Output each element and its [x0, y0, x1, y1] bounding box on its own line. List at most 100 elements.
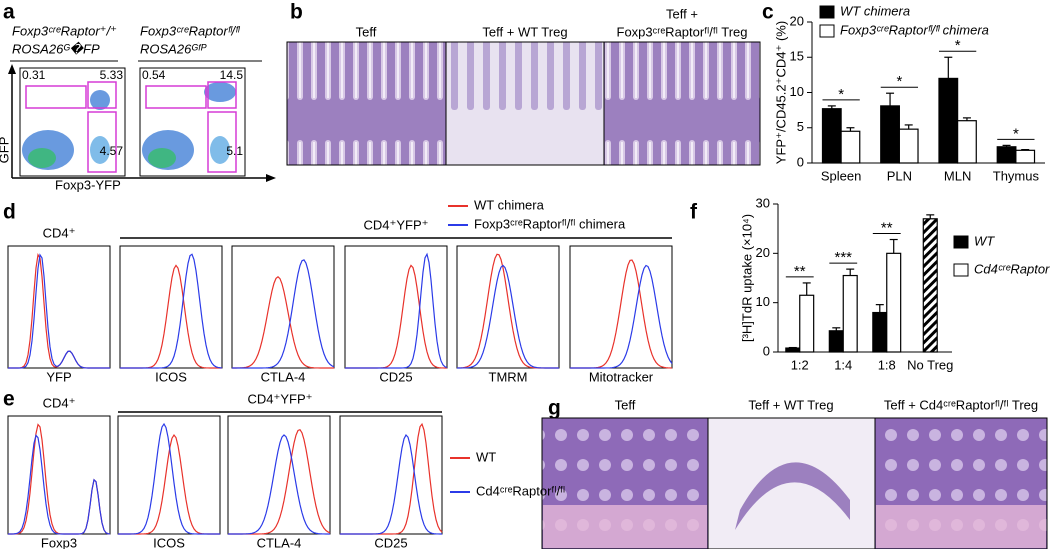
y-tick-label: 0 [797, 154, 804, 169]
bar [828, 330, 844, 353]
histogram-box [231, 245, 335, 369]
axis-label: GFP [0, 137, 11, 164]
x-tick-label: Spleen [821, 168, 861, 183]
y-tick-label: 0 [763, 343, 770, 358]
bar [922, 218, 938, 353]
bar [880, 105, 900, 164]
legend-label: Foxp3ᶜʳᵉRaptorᶠˡ/ᶠˡ chimera [474, 216, 626, 231]
legend-label: WT [476, 449, 496, 464]
legend-label: WT [974, 233, 995, 248]
density [204, 82, 236, 102]
y-tick-label: 20 [790, 13, 804, 28]
histogram-box [456, 245, 560, 369]
significance-label: * [838, 86, 844, 103]
image-label: Teff [615, 397, 636, 412]
histogram-box [119, 245, 223, 369]
histogram-box [569, 245, 673, 369]
gate [87, 111, 117, 173]
group-label: CD4⁺ [43, 225, 76, 240]
panel-letter: c [762, 1, 774, 24]
histogram-curve [345, 252, 448, 369]
histogram-curve [8, 253, 110, 369]
image-label: Teff + [666, 6, 698, 21]
histogram-curve [340, 434, 443, 535]
sample-label: Foxp3ᶜʳᵉRaptorᶠˡ/ᶠˡ [140, 23, 241, 38]
significance-label: *** [834, 249, 852, 266]
marker-label: ICOS [153, 535, 185, 549]
group-label: CD4⁺ [43, 395, 76, 410]
legend-swatch [819, 24, 835, 38]
panel-letter: f [690, 201, 698, 224]
density [90, 90, 110, 110]
significance-label: ** [794, 263, 806, 280]
panel-letter: b [290, 1, 303, 24]
bar [1015, 149, 1036, 164]
bar [821, 108, 842, 164]
bar [898, 128, 919, 164]
histology-image [603, 41, 761, 166]
gate-value: 4.57 [100, 144, 124, 158]
x-tick-label: MLN [944, 168, 971, 183]
y-tick-label: 10 [756, 294, 770, 309]
histogram-curve [7, 434, 111, 535]
panel-letter: a [3, 1, 15, 24]
legend-swatch [819, 5, 835, 19]
histology-image [707, 417, 876, 549]
tissue [543, 505, 707, 548]
tissue [735, 462, 850, 530]
significance-label: * [955, 37, 961, 54]
gate-value: 0.31 [22, 68, 46, 82]
image-label: Teff + Cd4ᶜʳᵉRaptorᶠˡ/ᶠˡ Treg [884, 397, 1038, 412]
x-tick-label: 1:8 [878, 357, 896, 372]
arrow-head [8, 64, 16, 74]
density [28, 148, 56, 168]
legend-swatch [953, 263, 969, 277]
y-axis-label: YFP⁺/CD45.2⁺CD4⁺ (%) [773, 21, 788, 164]
sample-label: Foxp3ᶜʳᵉRaptor⁺/⁺ [12, 23, 117, 38]
x-tick-label: 1:2 [791, 357, 809, 372]
image-label: Teff + WT Treg [482, 24, 567, 39]
gate [207, 81, 237, 109]
marker-label: CTLA-4 [261, 369, 306, 384]
density [90, 136, 110, 164]
significance-label: * [896, 73, 902, 90]
significance-label: ** [881, 219, 893, 236]
image-label: Foxp3ᶜʳᵉRaptorᶠˡ/ᶠˡ Treg [617, 24, 748, 39]
legend-label: Cd4ᶜʳᵉRaptorᶠˡ/ᶠˡ [476, 483, 565, 498]
y-tick-label: 20 [756, 245, 770, 260]
group-label: CD4⁺YFP⁺ [247, 391, 312, 406]
density [148, 148, 176, 168]
histogram-box [7, 415, 111, 535]
histogram-curve [231, 276, 334, 369]
gate-value: 0.54 [142, 68, 166, 82]
y-tick-label: 15 [790, 49, 804, 64]
marker-label: CD25 [379, 369, 412, 384]
y-tick-label: 10 [790, 84, 804, 99]
histology-image [286, 41, 447, 166]
axis-label: Foxp3-YFP [55, 177, 121, 192]
x-tick-label: 1:4 [834, 357, 852, 372]
y-tick-label: 30 [756, 195, 770, 210]
panel-letter: d [3, 201, 16, 224]
image-label: Teff [356, 24, 377, 39]
legend-label: Foxp3ᶜʳᵉRaptorᶠˡ/ᶠˡ chimera [840, 22, 989, 37]
bar [886, 252, 902, 353]
sample-label: ROSA26ᴳᶠᴾ [140, 41, 207, 56]
marker-label: CD25 [374, 535, 407, 549]
histogram-curve [570, 264, 673, 369]
bar [840, 130, 861, 164]
marker-label: TMRM [489, 369, 528, 384]
histogram-box [7, 245, 111, 369]
histogram-box [117, 415, 221, 535]
group-label: CD4⁺YFP⁺ [363, 217, 428, 232]
sample-label: ROSA26ᴳ�FP [12, 40, 100, 56]
density [210, 136, 230, 164]
panel-letter: g [548, 397, 561, 420]
marker-label: YFP [46, 369, 71, 384]
bar [842, 274, 858, 353]
marker-label: ICOS [155, 369, 187, 384]
image-label: Teff + WT Treg [748, 397, 833, 412]
